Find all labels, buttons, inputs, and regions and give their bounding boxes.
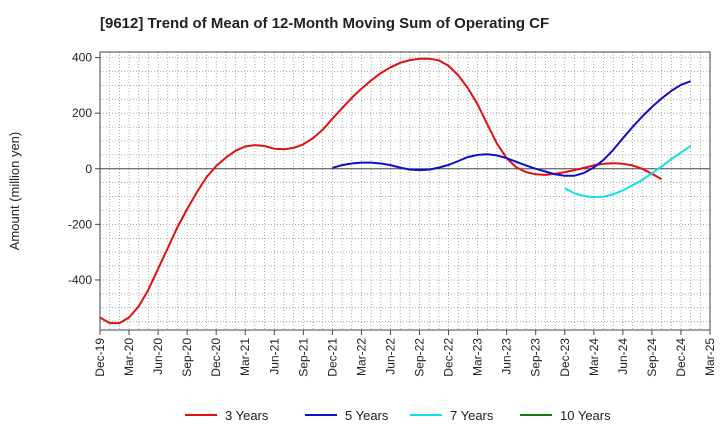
- x-tick-label: Mar-23: [471, 338, 485, 376]
- x-tick-label: Mar-24: [587, 338, 601, 376]
- legend-label: 5 Years: [345, 408, 389, 423]
- x-tick-label: Mar-25: [703, 338, 717, 376]
- plot-area: [100, 52, 710, 330]
- x-tick-label: Sep-22: [413, 338, 427, 377]
- y-tick-label: -200: [68, 217, 92, 231]
- x-tick-label: Sep-21: [296, 338, 310, 377]
- x-tick-label: Jun-20: [151, 338, 165, 375]
- y-axis-label: Amount (million yen): [7, 132, 22, 251]
- x-tick-label: Jun-22: [383, 338, 397, 375]
- series-lines: [99, 57, 692, 325]
- series-line-3-years: [99, 57, 663, 325]
- y-axis-ticks: 400 200 0 -200 -400: [68, 51, 100, 287]
- legend-label: 3 Years: [225, 408, 269, 423]
- y-tick-label: 200: [72, 106, 92, 120]
- x-tick-label: Sep-23: [529, 338, 543, 377]
- y-tick-label: 400: [72, 51, 92, 65]
- x-tick-label: Sep-24: [645, 338, 659, 377]
- x-tick-label: Jun-24: [616, 338, 630, 375]
- x-tick-label: Mar-20: [122, 338, 136, 376]
- y-tick-label: 0: [85, 162, 92, 176]
- x-tick-label: Dec-23: [558, 338, 572, 377]
- x-tick-label: Mar-21: [238, 338, 252, 376]
- y-tick-label: -400: [68, 273, 92, 287]
- x-tick-label: Mar-22: [354, 338, 368, 376]
- x-tick-label: Dec-20: [209, 338, 223, 377]
- x-tick-label: Jun-23: [500, 338, 514, 375]
- x-tick-label: Jun-21: [267, 338, 281, 375]
- plot-frame: [99, 51, 711, 331]
- grid-lines: [100, 52, 710, 330]
- series-line-7-years: [564, 145, 692, 199]
- x-tick-label: Dec-22: [442, 338, 456, 377]
- x-tick-label: Sep-20: [180, 338, 194, 377]
- x-axis-ticks: Dec-19 Mar-20 Jun-20 Sep-20 Dec-20 Mar-21 Jun-…: [93, 330, 717, 377]
- series-line-5-years: [332, 80, 691, 177]
- legend-label: 7 Years: [450, 408, 494, 423]
- legend-label: 10 Years: [560, 408, 611, 423]
- x-tick-label: Dec-24: [674, 338, 688, 377]
- x-tick-label: Dec-19: [93, 338, 107, 377]
- x-tick-label: Dec-21: [325, 338, 339, 377]
- legend: 3 Years 5 Years 7 Years 10 Years: [185, 408, 611, 423]
- chart-title: [9612] Trend of Mean of 12-Month Moving …: [100, 15, 549, 32]
